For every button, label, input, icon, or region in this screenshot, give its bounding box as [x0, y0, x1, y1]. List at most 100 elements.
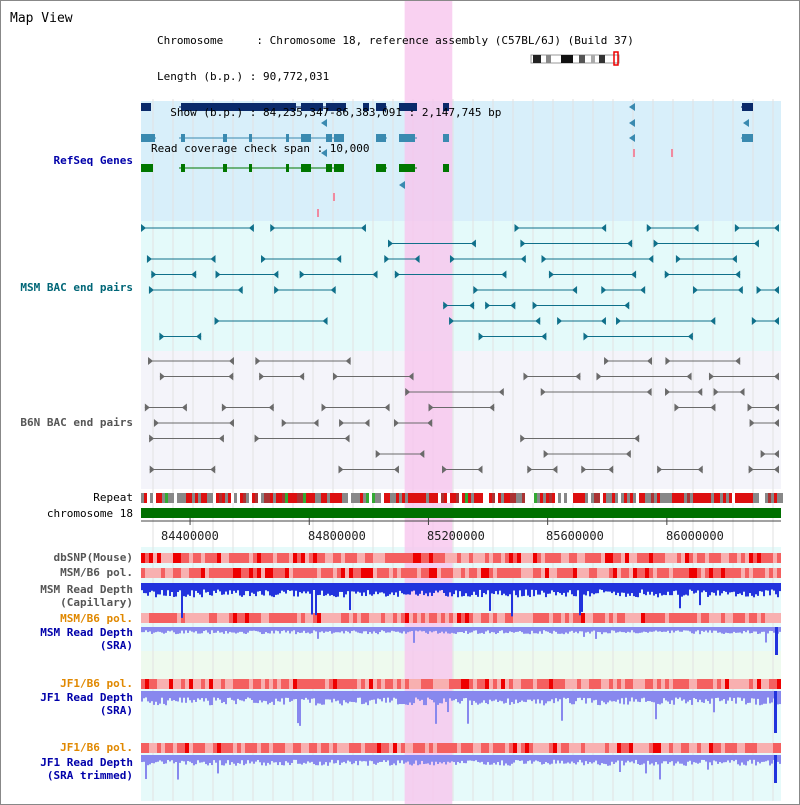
depth-bin	[729, 583, 731, 593]
gene-exon	[286, 164, 289, 172]
polymorphism-bin	[733, 553, 737, 563]
polymorphism-bin	[649, 743, 653, 753]
depth-bin	[303, 755, 305, 763]
depth-bin	[259, 627, 261, 633]
depth-bin	[237, 627, 239, 633]
depth-bin	[663, 755, 665, 762]
polymorphism-bin	[653, 568, 657, 578]
depth-bin	[301, 583, 303, 594]
track-label-msm-depth-sra[interactable]: MSM Read Depth	[40, 626, 133, 639]
polymorphism-bin	[729, 553, 733, 563]
track-label-msm-b6-pol[interactable]: MSM/B6 pol.	[60, 566, 133, 579]
bac-end-marker	[520, 239, 526, 248]
repeat-segment	[447, 493, 450, 503]
track-label-jf1-depth-sra[interactable]: JF1 Read Depth	[40, 691, 133, 704]
depth-bin	[753, 627, 755, 632]
polymorphism-bin	[577, 743, 581, 753]
repeat-segment	[645, 493, 648, 503]
track-label-b6n-bac[interactable]: B6N BAC end pairs	[20, 416, 133, 429]
depth-bin	[327, 583, 329, 594]
depth-bin	[641, 583, 643, 590]
polymorphism-bin	[741, 553, 745, 563]
repeat-segment	[723, 493, 726, 503]
depth-bin	[171, 627, 173, 631]
repeat-segment	[171, 493, 174, 503]
repeat-segment	[660, 493, 663, 503]
track-label-msm-depth-capillary[interactable]: MSM Read Depth	[40, 583, 133, 596]
depth-bin	[325, 691, 327, 700]
polymorphism-bin	[649, 568, 653, 578]
polymorphism-bin	[301, 743, 305, 753]
gene-arrow	[321, 119, 327, 127]
track-label-jf1-b6-pol[interactable]: JF1/B6 pol.	[60, 677, 133, 690]
gene-exon	[181, 164, 185, 172]
bac-end-marker	[281, 419, 287, 427]
depth-bin	[207, 755, 209, 766]
polymorphism-bin	[349, 743, 353, 753]
repeat-segment	[228, 493, 231, 503]
repeat-segment	[483, 493, 486, 503]
depth-bin	[335, 755, 337, 764]
repeat-segment	[600, 493, 603, 503]
polymorphism-bin	[605, 568, 609, 578]
depth-bin	[307, 627, 309, 633]
depth-bin	[179, 583, 181, 591]
depth-bin	[769, 755, 771, 766]
polymorphism-bin	[465, 568, 469, 578]
polymorphism-bin	[237, 568, 241, 578]
repeat-segment	[399, 493, 402, 503]
track-label-jf1-b6-pol-2[interactable]: JF1/B6 pol.	[60, 741, 133, 754]
track-label-msm-b6-pol-2[interactable]: MSM/B6 pol.	[60, 612, 133, 625]
depth-bin	[737, 691, 739, 698]
depth-bin	[523, 755, 525, 764]
polymorphism-bin	[737, 613, 741, 623]
polymorphism-bin	[265, 679, 269, 689]
polymorphism-bin	[753, 568, 757, 578]
track-label-jf1-depth-trim[interactable]: JF1 Read Depth	[40, 756, 133, 769]
depth-bin	[561, 583, 563, 595]
polymorphism-bin	[537, 553, 541, 563]
polymorphism-bin	[377, 553, 381, 563]
depth-bin	[359, 691, 361, 698]
polymorphism-bin	[701, 679, 705, 689]
polymorphism-bin	[505, 568, 509, 578]
bac-end-marker	[405, 388, 411, 396]
depth-bin	[505, 691, 507, 703]
depth-bin	[691, 755, 693, 765]
polymorphism-bin	[393, 679, 397, 689]
depth-bin	[223, 755, 225, 766]
depth-bin	[703, 755, 705, 760]
depth-bin	[527, 627, 529, 634]
track-label-chromosome[interactable]: chromosome 18	[46, 507, 133, 520]
track-label-repeat[interactable]: Repeat	[93, 491, 133, 504]
depth-bin	[747, 755, 749, 762]
polymorphism-bin	[181, 553, 185, 563]
repeat-segment	[597, 493, 600, 503]
depth-bin	[389, 627, 391, 633]
depth-bin	[377, 583, 379, 595]
depth-bin	[363, 627, 365, 632]
polymorphism-bin	[581, 743, 585, 753]
polymorphism-bin	[513, 613, 517, 623]
depth-bin	[673, 627, 675, 633]
depth-bin	[409, 755, 411, 765]
track-label-msm-bac[interactable]: MSM BAC end pairs	[20, 281, 133, 294]
depth-bin	[755, 755, 757, 766]
depth-bin	[711, 691, 713, 699]
repeat-segment	[639, 493, 642, 503]
polymorphism-bin	[261, 553, 265, 563]
track-label-refseq[interactable]: RefSeq Genes	[53, 154, 133, 167]
polymorphism-bin	[569, 743, 573, 753]
track-label-dbsnp[interactable]: dbSNP(Mouse)	[53, 551, 133, 564]
depth-bin	[391, 755, 393, 765]
polymorphism-bin	[373, 743, 377, 753]
repeat-segment	[489, 493, 492, 503]
polymorphism-bin	[757, 679, 761, 689]
repeat-segment	[777, 493, 780, 503]
depth-bin	[771, 583, 773, 590]
polymorphism-bin	[169, 743, 173, 753]
polymorphism-bin	[357, 613, 361, 623]
bac-end-marker	[248, 224, 254, 232]
depth-bin	[495, 583, 497, 592]
